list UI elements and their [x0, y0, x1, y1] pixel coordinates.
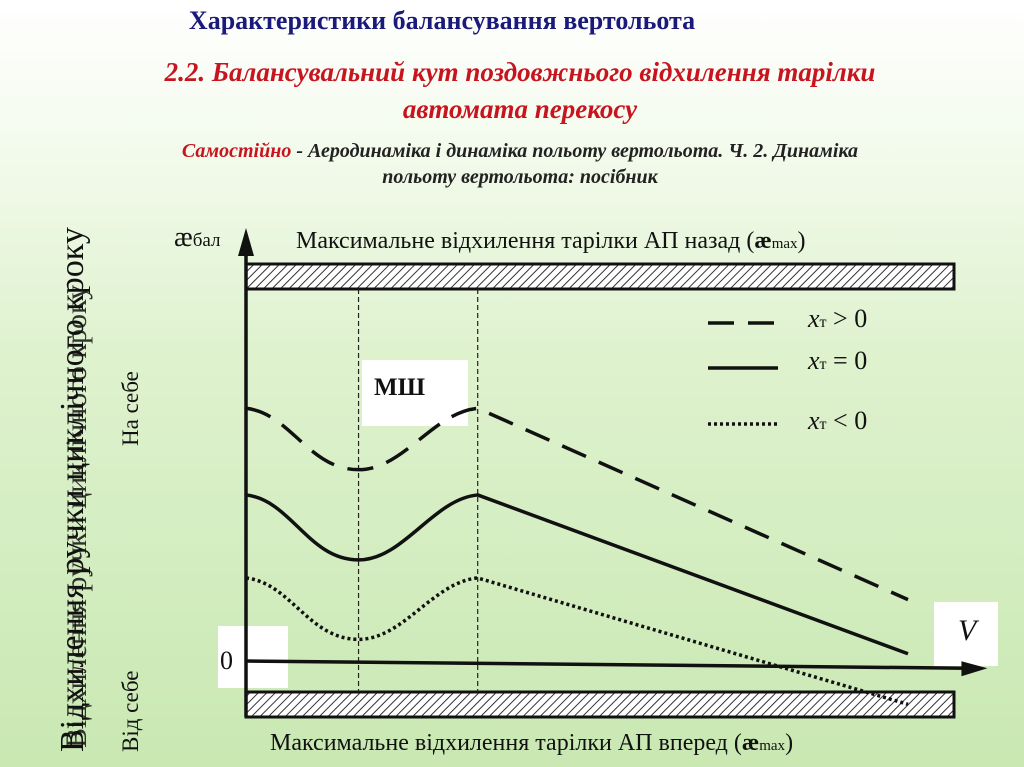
x-axis-label: V [958, 614, 977, 647]
subtitle-line-1: 2.2. Балансувальний кут поздовжнього від… [164, 57, 876, 87]
legend-label-dashed: xт > 0 [808, 304, 868, 333]
bottom-limit-band [244, 690, 956, 719]
y-axis-arrow [238, 228, 254, 256]
series-line-solid [245, 493, 909, 656]
section-subtitle: 2.2. Балансувальний кут поздовжнього від… [30, 54, 1010, 128]
x-axis-arrow [961, 661, 988, 677]
bottom-band-label: Максимальне відхилення тарілки АП вперед… [270, 730, 794, 756]
x-axis-line [245, 659, 968, 670]
msh-label-box [362, 360, 468, 426]
series-line-dotted [245, 576, 909, 706]
reference-note: Самостійно - Аеродинаміка і динаміка пол… [60, 138, 980, 190]
y-upper-label: На себе [118, 371, 143, 446]
legend-label-dotted: xт < 0 [808, 406, 868, 435]
top-limit-band [244, 262, 956, 291]
subtitle-line-2: автомата перекосу [402, 94, 638, 124]
series-line-dashed [245, 406, 909, 602]
note-text-2: польоту вертольота: посібник [382, 166, 658, 188]
note-highlight: Самостійно [181, 140, 292, 162]
zero-label: 0 [220, 646, 233, 675]
legend-label-solid: xт = 0 [808, 346, 868, 375]
top-band-label: Максимальне відхилення тарілки АП назад … [296, 228, 806, 254]
y-side-label-shadow: Відхилення ручки циклічного кроку [60, 284, 93, 748]
y-axis-label: æбал [174, 222, 221, 253]
note-text-1: - Аеродинаміка і динаміка польоту вертол… [291, 140, 859, 162]
v-label-box [934, 602, 998, 666]
page-title: Характеристики балансування вертольота [188, 6, 696, 35]
y-lower-label: Від себе [118, 670, 143, 753]
region-label: МШ [374, 374, 426, 401]
zero-label-box [218, 626, 288, 688]
